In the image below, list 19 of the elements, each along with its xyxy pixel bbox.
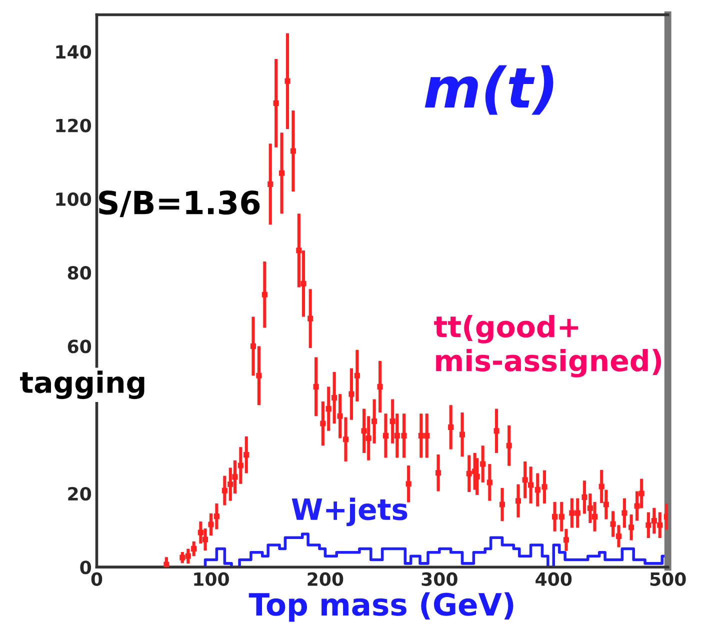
y-tick-label: 80 — [68, 266, 92, 280]
y-tick-label: 60 — [68, 340, 92, 354]
y-tick-label: 140 — [56, 45, 92, 59]
x-axis-title: Top mass (GeV) — [248, 592, 514, 622]
annotation: m(t) — [424, 65, 554, 115]
x-tick-label: 500 — [650, 572, 686, 586]
x-tick-label: 0 — [91, 572, 102, 586]
y-tick-label: 100 — [56, 192, 92, 206]
y-tick-label: 20 — [68, 486, 92, 501]
x-tick-label: 100 — [194, 572, 229, 586]
x-tick-label: 300 — [422, 572, 458, 586]
x-tick-label: 400 — [536, 572, 572, 586]
annotation: tagging — [20, 370, 144, 400]
series-label: tt(good+ mis-assigned) — [434, 314, 662, 378]
y-tick-label: 120 — [56, 118, 92, 132]
x-tick-label: 200 — [308, 572, 344, 586]
y-tick-label: 0 — [80, 560, 92, 574]
series-label: W+jets — [292, 498, 408, 526]
annotation: S/B=1.36 — [99, 190, 260, 218]
